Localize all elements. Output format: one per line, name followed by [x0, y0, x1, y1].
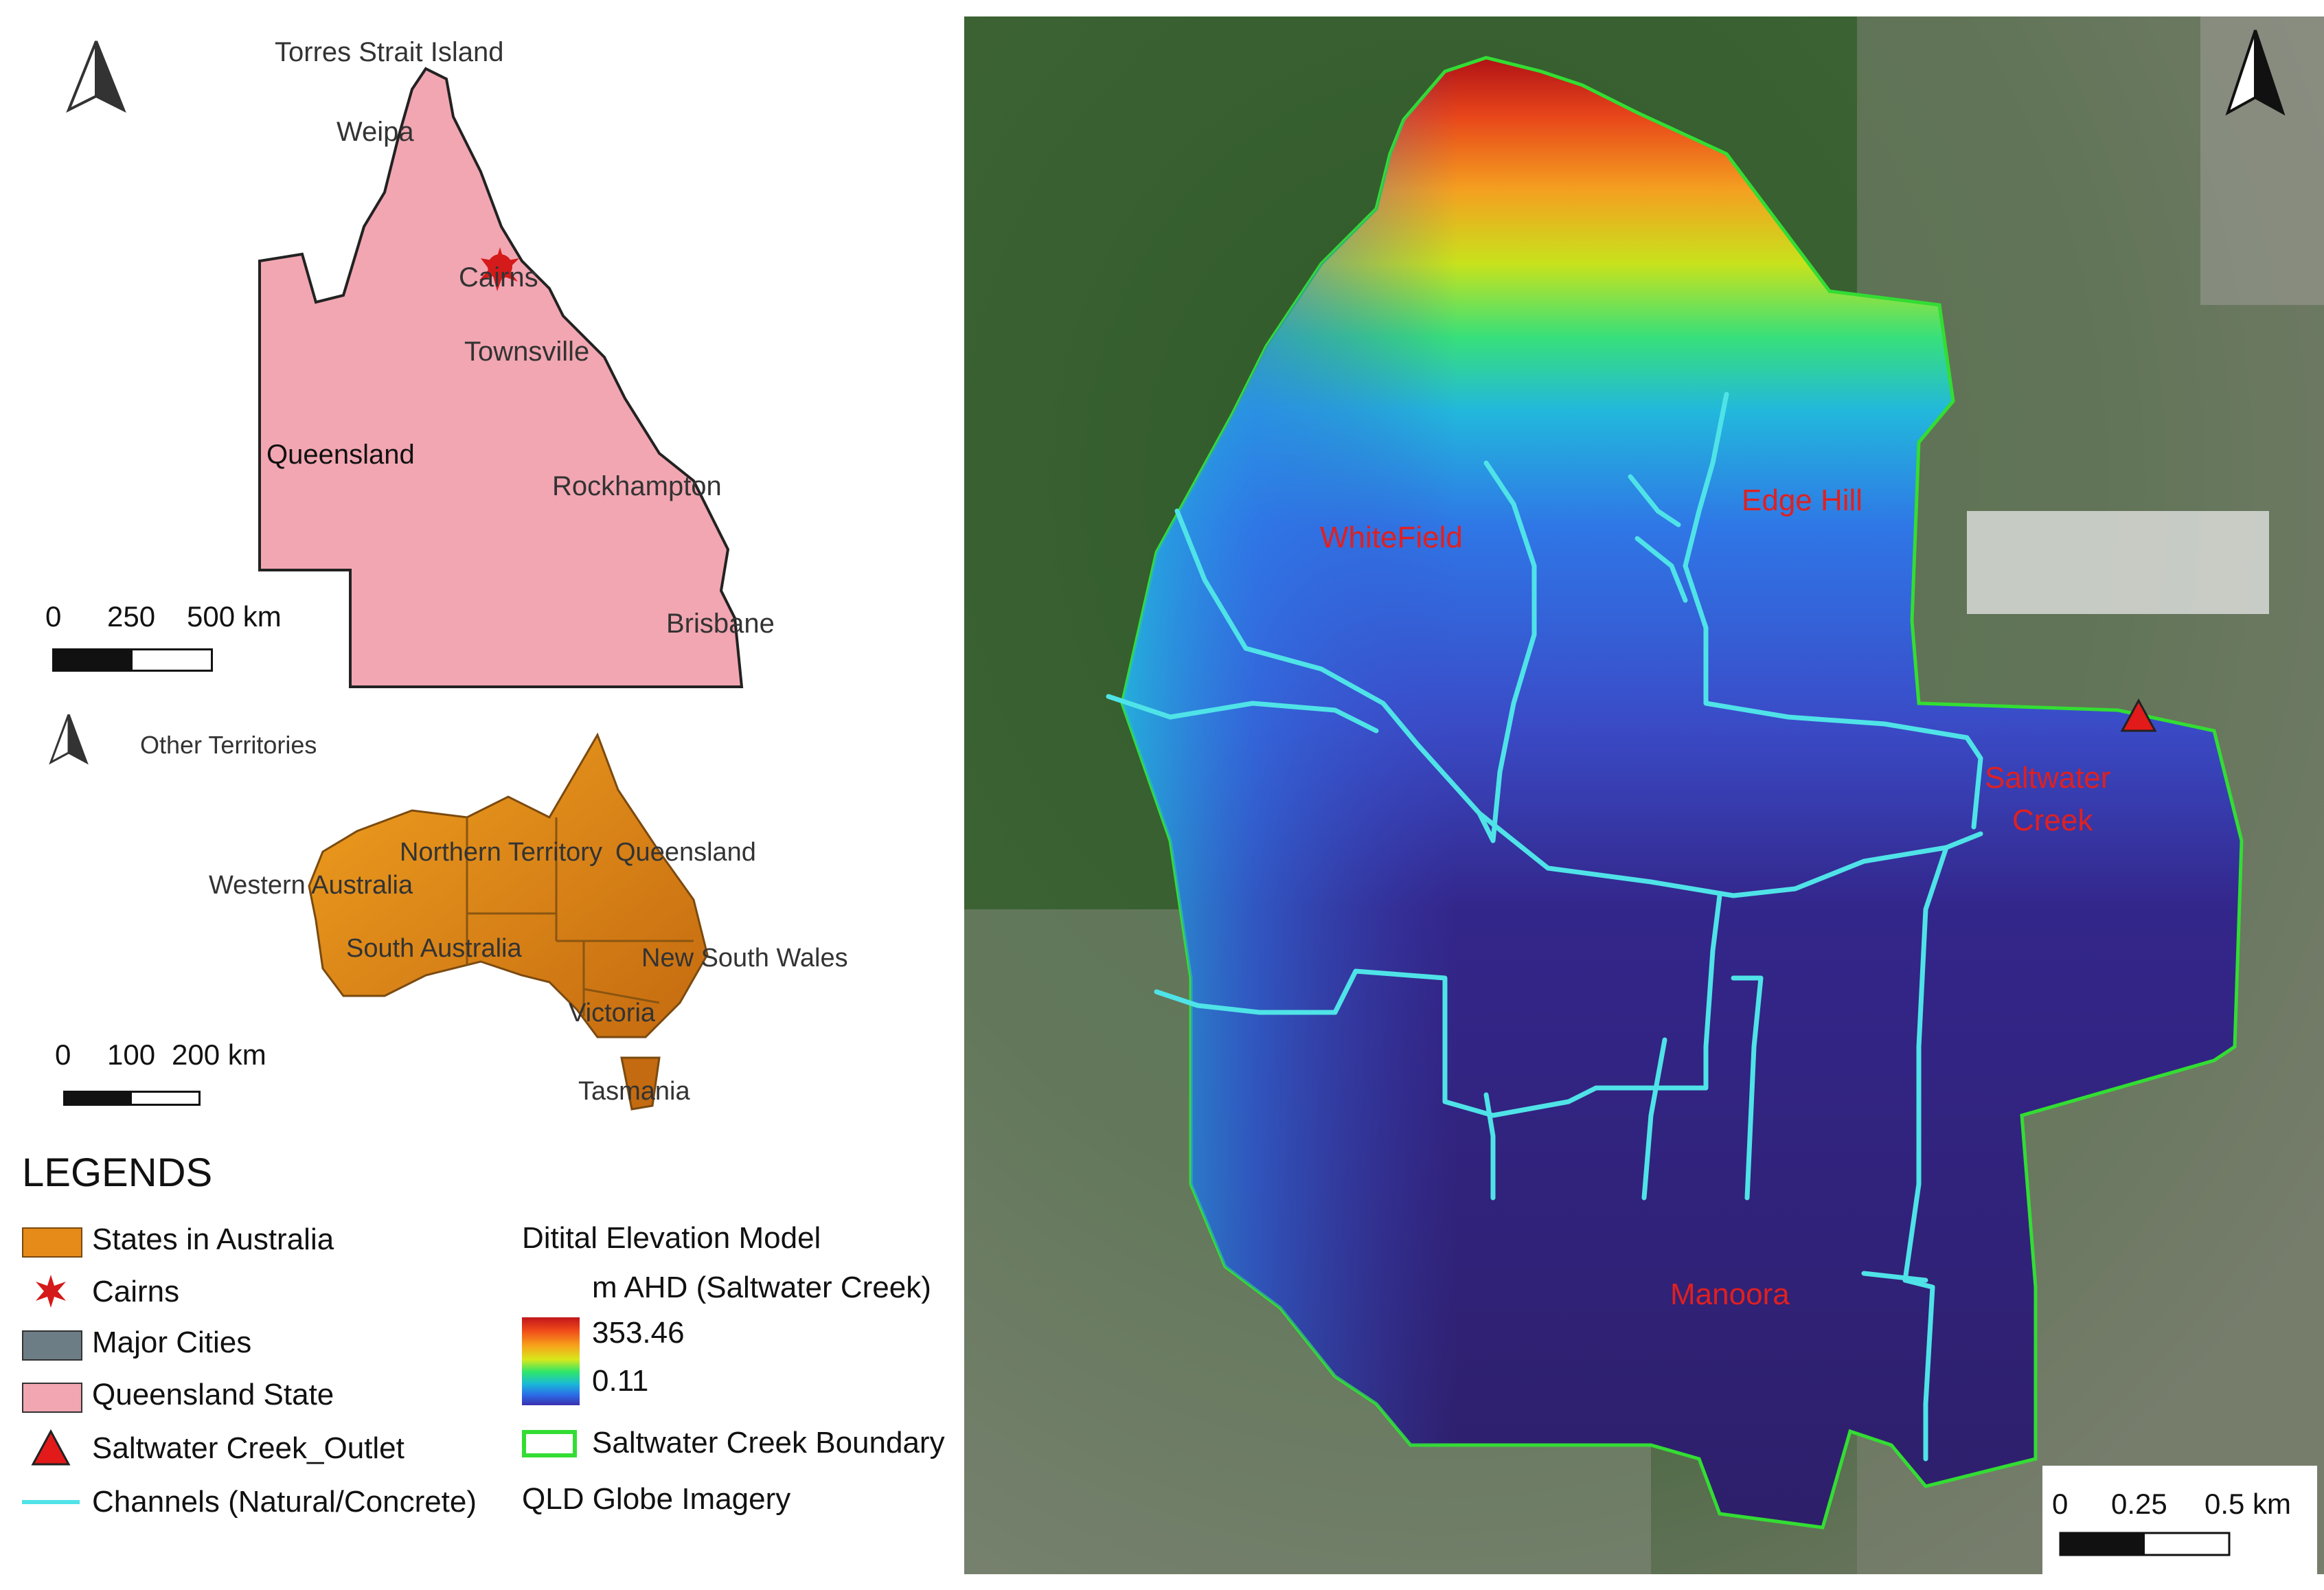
state-label-victoria: Victoria: [569, 999, 656, 1027]
state-label-south-australia: South Australia: [346, 934, 522, 963]
cloud-patch: [1967, 511, 2269, 614]
state-borders: [466, 817, 694, 1017]
saltwater-creek-outlet-icon: [2120, 698, 2157, 732]
place-label-brisbane: Brisbane: [666, 609, 775, 639]
australia-map-svg: [49, 714, 709, 1111]
boundary-swatch: [522, 1430, 577, 1457]
main-scale-tick-1: 0.25: [2111, 1488, 2167, 1520]
legend-label-states: States in Australia: [92, 1223, 334, 1256]
north-arrow-small-icon: [49, 714, 89, 765]
cyan-line-swatch: [22, 1500, 80, 1504]
cairns-star-icon: [479, 247, 519, 291]
dem-color-ramp: [522, 1317, 580, 1405]
saltwater-creek-main-map: WhiteField Edge Hill Saltwater Creek Man…: [964, 16, 2324, 1574]
tasmania-shape: [620, 1056, 661, 1111]
place-label-cairns: Cairns: [459, 262, 538, 293]
state-label-northern-territory: Northern Territory: [400, 838, 602, 867]
place-label-torres-strait-island: Torres Strait Island: [275, 37, 504, 67]
other-territories-label: Other Territories: [140, 731, 317, 759]
pink-box-swatch: [22, 1383, 82, 1413]
suburb-label-manoora: Manoora: [1670, 1277, 1790, 1311]
suburb-label-edge-hill: Edge Hill: [1742, 484, 1863, 517]
legend-label-boundary: Saltwater Creek Boundary: [592, 1426, 945, 1460]
gray-box-swatch: [22, 1330, 82, 1361]
qld-scale-tick-1: 250: [107, 600, 156, 633]
queensland-state-shape: [258, 67, 744, 688]
place-label-townsville: Townsville: [464, 337, 590, 367]
red-triangle-icon: [30, 1429, 71, 1467]
legend-label-cairns: Cairns: [92, 1275, 180, 1308]
qld-scale-bar: [52, 648, 213, 672]
dem-title: Ditital Elevation Model: [522, 1221, 821, 1255]
dem-unit: m AHD (Saltwater Creek): [592, 1271, 931, 1304]
main-scale-tick-2: 0.5 km: [2205, 1488, 2292, 1520]
queensland-inset-map: Torres Strait Island Weipa Cairns Townsv…: [0, 0, 961, 714]
qld-scale-tick-0: 0: [45, 600, 62, 633]
queensland-state-label: Queensland: [266, 440, 415, 470]
north-arrow-icon: [66, 41, 126, 113]
legend-label-queensland-state: Queensland State: [92, 1378, 334, 1411]
aus-scale-tick-2: 200 km: [172, 1038, 266, 1071]
aus-scale-tick-1: 100: [107, 1038, 156, 1071]
state-label-queensland: Queensland: [615, 838, 756, 867]
legend-title: LEGENDS: [22, 1150, 213, 1195]
suburb-label-creek: Creek: [2012, 804, 2093, 837]
legend-label-imagery: QLD Globe Imagery: [522, 1482, 791, 1516]
main-scale-background: [2042, 1466, 2317, 1574]
australia-inset-map: Other Territories Northern Territory Que…: [0, 714, 961, 1126]
place-label-weipa: Weipa: [337, 117, 414, 147]
australia-states-shape: [308, 732, 709, 1038]
legend-panel: LEGENDS States in Australia Cairns Major…: [0, 1126, 975, 1590]
catchment-dem-slope: [1122, 58, 2242, 1527]
state-label-tasmania: Tasmania: [578, 1077, 690, 1106]
suburb-label-saltwater: Saltwater: [1985, 761, 2111, 795]
red-star-icon: [33, 1273, 69, 1309]
qld-scale-tick-2: 500 km: [187, 600, 282, 633]
north-arrow-main-icon: [2225, 30, 2286, 116]
queensland-map-svg: [66, 41, 744, 688]
legend-label-major-cities: Major Cities: [92, 1326, 252, 1359]
state-label-new-south-wales: New South Wales: [641, 944, 848, 973]
dem-min-value: 0.11: [592, 1364, 649, 1398]
aus-scale-bar: [63, 1091, 201, 1106]
orange-box-swatch: [22, 1227, 82, 1258]
main-map-svg: [964, 16, 2324, 1574]
main-scale-bar-black: [2060, 1533, 2145, 1555]
aus-scale-tick-0: 0: [55, 1038, 71, 1071]
place-label-rockhampton: Rockhampton: [552, 471, 722, 501]
suburb-label-whitefield: WhiteField: [1320, 521, 1463, 554]
main-scale-tick-0: 0: [2052, 1488, 2069, 1520]
channel-network: [1106, 391, 1983, 1462]
legend-label-outlet: Saltwater Creek_Outlet: [92, 1431, 405, 1465]
state-label-western-australia: Western Australia: [209, 871, 413, 900]
dem-max-value: 353.46: [592, 1316, 685, 1350]
legend-label-channels: Channels (Natural/Concrete): [92, 1485, 477, 1519]
